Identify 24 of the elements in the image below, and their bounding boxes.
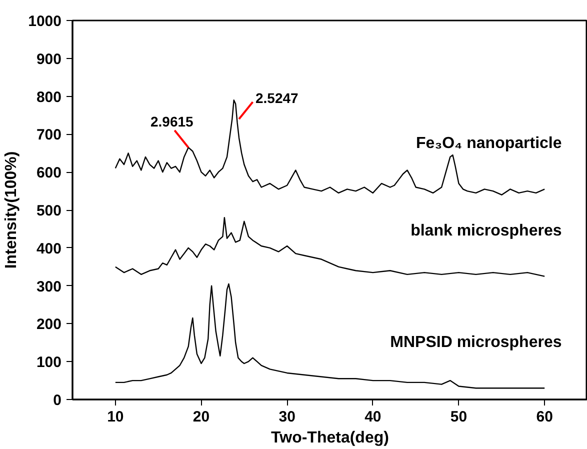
text: blank microspheres [410, 222, 562, 240]
y-tick-label: 300 [36, 278, 62, 296]
x-axis-title: Two-Theta(deg) [271, 430, 389, 446]
y-tick-label: 1000 [28, 13, 62, 30]
y-tick-label: 900 [36, 50, 62, 68]
y-tick-label: 500 [36, 202, 62, 220]
y-tick-label: 100 [36, 354, 62, 372]
annotation: 2.9615 [150, 114, 194, 130]
x-tick-label: 30 [278, 408, 296, 426]
series-label: Fe₃O₄ nanoparticle [416, 135, 562, 152]
x-tick-label: 10 [107, 408, 124, 426]
x-tick-label: 20 [192, 408, 210, 426]
y-tick-label: 800 [36, 88, 62, 106]
series-label: MNPSID microspheres [390, 334, 562, 352]
x-tick-label: 60 [536, 408, 553, 426]
annotation: 2.5247 [255, 90, 299, 106]
y-axis-title: Intensity(100%) [3, 151, 20, 269]
y-tick-label: 0 [53, 392, 62, 409]
y-tick-label: 700 [36, 126, 62, 144]
x-tick-label: 50 [450, 408, 468, 426]
y-tick-label: 200 [36, 316, 62, 334]
x-tick-label: 40 [364, 408, 382, 426]
y-tick-label: 600 [36, 164, 62, 182]
y-tick-label: 400 [36, 240, 62, 258]
